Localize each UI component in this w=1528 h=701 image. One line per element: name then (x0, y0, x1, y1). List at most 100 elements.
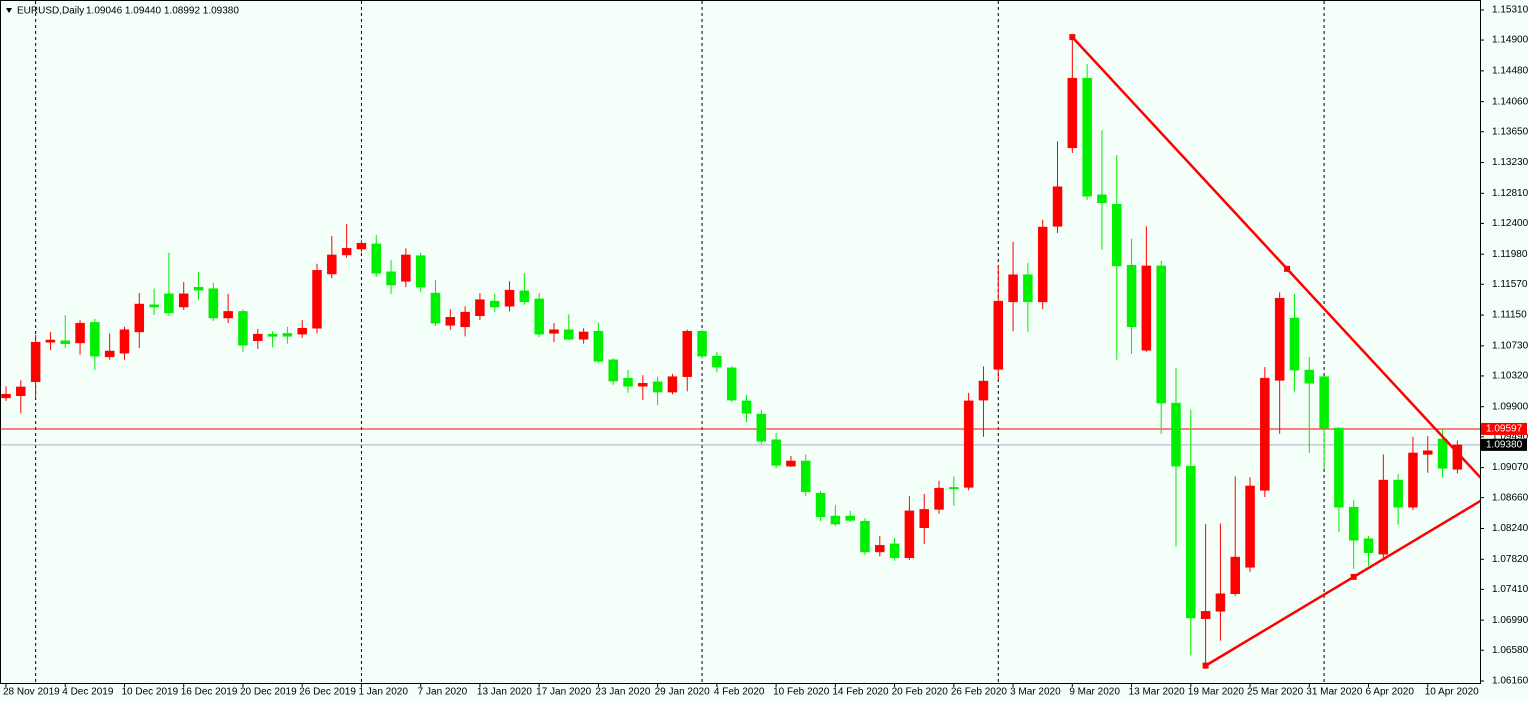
x-tick-label: 28 Nov 2019 (3, 687, 60, 698)
candle-body (475, 299, 485, 317)
candle-body (1171, 402, 1181, 467)
candle-body (860, 520, 870, 553)
x-tick-label: 20 Dec 2019 (240, 687, 297, 698)
candle-body (386, 271, 396, 286)
y-tick-label: 1.06160 (1492, 676, 1528, 687)
candle-body (1348, 506, 1359, 541)
candle-body (430, 292, 441, 324)
candle-body (1230, 556, 1240, 594)
candle-body (16, 386, 26, 396)
candle-body (341, 248, 352, 256)
candle-body (1393, 479, 1403, 508)
candle-body (312, 270, 322, 329)
y-tick-label: 1.06990 (1492, 615, 1528, 626)
candle-body (889, 543, 900, 559)
y-tick-label: 1.08660 (1492, 492, 1528, 503)
y-tick-label: 1.14060 (1492, 96, 1528, 107)
candle-body (1274, 297, 1285, 381)
y-tick-label: 1.10730 (1492, 341, 1528, 352)
x-tick-label: 19 Mar 2020 (1188, 687, 1245, 698)
y-tick-label: 1.07410 (1492, 584, 1528, 595)
candle-body (712, 355, 722, 368)
x-tick-label: 20 Feb 2020 (892, 687, 949, 698)
candle-body (253, 333, 263, 341)
y-tick-label: 1.06580 (1492, 645, 1528, 656)
candle-body (875, 545, 885, 553)
candle-body (593, 330, 604, 362)
candle-body (682, 330, 693, 377)
candle-body (1141, 265, 1152, 351)
price-label-box (1481, 422, 1527, 435)
candle-body (371, 243, 381, 274)
x-tick-label: 10 Feb 2020 (773, 687, 830, 698)
candle-body (1023, 274, 1033, 303)
candle-body (564, 329, 574, 340)
candle-body (578, 331, 589, 340)
candle-body (134, 303, 145, 333)
candle-body (1082, 77, 1092, 197)
candle-body (45, 339, 56, 343)
plot-border (0, 0, 1481, 684)
candle-body (830, 515, 841, 525)
trendline-anchor (1202, 662, 1209, 669)
plot-area (1, 1, 1480, 683)
candle-body (356, 242, 367, 250)
candle-body (164, 293, 174, 314)
candle-body (638, 383, 648, 387)
candle-body (741, 400, 752, 414)
candle-body (1, 394, 11, 399)
candle-body (667, 376, 678, 393)
candle-body (208, 288, 219, 319)
candle-body (756, 413, 767, 442)
candle-body (1289, 317, 1300, 371)
y-tick-label: 1.10320 (1492, 371, 1528, 382)
candle-body (504, 289, 515, 307)
candle-body (1245, 485, 1255, 568)
candle-body (519, 290, 530, 303)
price-label: 1.09597 (1486, 424, 1523, 435)
candle-body (104, 350, 115, 358)
x-tick-label: 3 Mar 2020 (1010, 687, 1061, 698)
candle-body (726, 367, 737, 401)
candle-body (1363, 538, 1374, 553)
x-tick-label: 17 Jan 2020 (536, 687, 591, 698)
price-label-box (1481, 438, 1527, 451)
y-tick-label: 1.07820 (1492, 554, 1528, 565)
candle-body (75, 322, 85, 344)
candle-body (193, 286, 204, 291)
x-tick-label: 14 Feb 2020 (832, 687, 889, 698)
candle-body (1156, 265, 1166, 404)
candle-body (1408, 452, 1418, 508)
candle-body (460, 311, 470, 328)
x-tick-label: 4 Dec 2019 (62, 687, 114, 698)
x-tick-label: 10 Apr 2020 (1425, 687, 1479, 698)
candle-body (978, 380, 989, 401)
y-tick-label: 1.12400 (1492, 218, 1528, 229)
candle-body (1097, 194, 1107, 204)
candle-body (401, 254, 411, 282)
symbol: EURUSD,Daily (17, 6, 84, 17)
candle-body (904, 510, 915, 559)
candle-body (1437, 438, 1448, 469)
candle-body (415, 255, 426, 288)
x-tick-label: 16 Dec 2019 (181, 687, 238, 698)
y-tick-label: 1.09490 (1492, 431, 1528, 442)
y-tick-label: 1.11980 (1492, 249, 1528, 260)
y-tick-label: 1.11570 (1492, 279, 1528, 290)
x-tick-label: 10 Dec 2019 (121, 687, 178, 698)
menu-arrow[interactable] (6, 8, 12, 13)
trendline-anchor (1284, 265, 1291, 272)
candle-body (549, 329, 559, 334)
x-tick-label: 13 Jan 2020 (477, 687, 532, 698)
candle-body (652, 381, 663, 393)
y-tick-label: 1.09900 (1492, 401, 1528, 412)
candle-body (800, 460, 811, 493)
candle-body (919, 509, 929, 528)
y-tick-label: 1.12810 (1492, 188, 1528, 199)
ohlc-info: 1.09046 1.09440 1.08992 1.09380 (86, 6, 239, 17)
y-tick-label: 1.13650 (1492, 126, 1528, 137)
x-tick-label: 13 Mar 2020 (1129, 687, 1186, 698)
candle-body (1112, 204, 1122, 267)
